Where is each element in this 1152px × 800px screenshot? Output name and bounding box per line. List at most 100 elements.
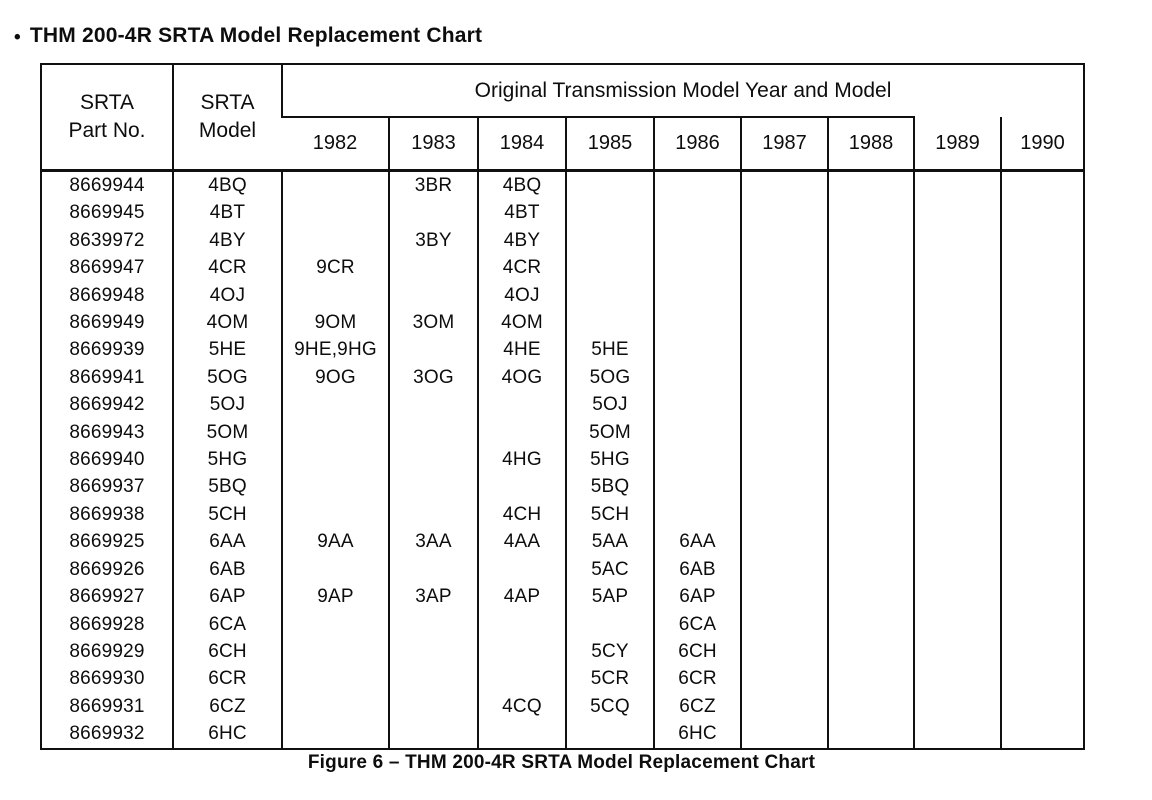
year-cell-1982: 9HE,9HG	[281, 336, 389, 364]
year-cell-1986: 6CH	[653, 637, 741, 666]
table-row: 8669926 6AB 5AC 6AB	[41, 555, 1085, 584]
year-cell-1989	[913, 281, 1001, 310]
year-cell-1988	[827, 500, 914, 529]
part-no-cell: 8669937	[69, 476, 145, 498]
year-header-1987: 1987	[740, 116, 828, 172]
header-row-years: 1982 1983 1984 1985 1986 1987 1988 1989 1990	[41, 116, 1085, 172]
year-cell-1990	[999, 170, 1085, 200]
year-cell-1990	[999, 446, 1085, 474]
year-cell-1987	[740, 281, 828, 310]
year-header-1983: 1983	[388, 116, 478, 172]
col-header-srta-model: SRTA Model	[172, 64, 282, 172]
year-cell-1989	[913, 528, 1001, 556]
year-cell-1989	[913, 226, 1001, 255]
year-cell-1987	[740, 391, 828, 419]
year-cell-1984: 4CQ	[477, 692, 566, 721]
year-cell-1986: 6AP	[653, 583, 741, 611]
year-cell-1988	[827, 583, 914, 611]
year-cell-1986	[653, 500, 741, 529]
year-cell-1983: 3BR	[388, 170, 478, 200]
year-cell-1983	[388, 281, 478, 310]
year-cell-1986: 6CZ	[653, 692, 741, 721]
year-cell-1990	[999, 418, 1085, 447]
year-cell-1983: 3OM	[388, 309, 478, 337]
year-cell-1987	[740, 692, 828, 721]
year-cell-1984: 4BQ	[477, 170, 566, 200]
part-no-cell: 8669944	[69, 175, 145, 196]
table-row: 8669929 6CH 5CY 6CH	[41, 637, 1085, 666]
year-cell-1988	[827, 170, 914, 200]
year-cell-1984: 4OG	[477, 363, 566, 392]
year-cell-1982	[281, 720, 389, 749]
year-cell-1990	[999, 610, 1085, 638]
year-cell-1986: 6AA	[653, 528, 741, 556]
year-cell-1990	[999, 720, 1085, 749]
year-cell-1985: 5HE	[565, 336, 654, 364]
year-cell-1984: 4HE	[477, 336, 566, 364]
year-cell-1988	[827, 665, 914, 693]
part-no-cell: 8669939	[69, 339, 145, 361]
year-cell-1984: 4BT	[477, 199, 566, 227]
table-row: 8669937 5BQ 5BQ	[41, 473, 1085, 501]
year-cell-1985: 5AA	[565, 528, 654, 556]
year-cell-1987	[740, 446, 828, 474]
year-cell-1990	[999, 199, 1085, 227]
part-no-cell: 8669942	[69, 394, 145, 416]
year-cell-1984: 4OM	[477, 309, 566, 337]
year-cell-1982	[281, 473, 389, 501]
year-header-1984: 1984	[477, 116, 566, 172]
year-cell-1989	[913, 720, 1001, 749]
year-cell-1984: 4BY	[477, 226, 566, 255]
year-cell-1982	[281, 692, 389, 721]
year-header-1990: 1990	[999, 117, 1085, 172]
part-no-cell: 8669930	[69, 668, 145, 690]
model-cell: 4OJ	[172, 281, 282, 310]
year-cell-1985: 5OJ	[565, 391, 654, 419]
year-cell-1983: 3AA	[388, 528, 478, 556]
year-cell-1985	[565, 226, 654, 255]
year-cell-1987	[740, 720, 828, 749]
year-cell-1987	[740, 583, 828, 611]
year-cell-1990	[999, 637, 1085, 666]
year-cell-1987	[740, 199, 828, 227]
year-cell-1985: 5CH	[565, 500, 654, 529]
year-cell-1989	[913, 665, 1001, 693]
year-cell-1990	[999, 692, 1085, 721]
model-cell: 5CH	[172, 500, 282, 529]
year-cell-1983	[388, 665, 478, 693]
table-row: 8669948 4OJ 4OJ	[41, 281, 1085, 310]
year-cell-1983: 3OG	[388, 363, 478, 392]
year-cell-1990	[999, 555, 1085, 584]
year-cell-1983	[388, 254, 478, 282]
year-cell-1989	[913, 309, 1001, 337]
year-cell-1985: 5CQ	[565, 692, 654, 721]
year-cell-1982: 9CR	[281, 254, 389, 282]
year-cell-1985	[565, 281, 654, 310]
year-cell-1990	[999, 363, 1085, 392]
table-row: 8669927 6AP 9AP 3AP 4AP 5AP 6AP	[41, 583, 1085, 611]
header-row-top: SRTA Part No. SRTA Model Original Transm…	[41, 64, 1085, 172]
year-cell-1990	[999, 583, 1085, 611]
year-cell-1988	[827, 281, 914, 310]
year-cell-1986	[653, 309, 741, 337]
year-cell-1983	[388, 391, 478, 419]
table-row: 8669949 4OM 9OM 3OM 4OM	[41, 309, 1085, 337]
year-header-1986: 1986	[653, 116, 741, 172]
year-cell-1982	[281, 500, 389, 529]
year-cell-1988	[827, 528, 914, 556]
part-no-cell: 8669932	[69, 723, 145, 745]
year-cell-1986	[653, 226, 741, 255]
year-header-1989: 1989	[913, 117, 1001, 172]
table-row: 8669939 5HE 9HE,9HG 4HE 5HE	[41, 336, 1085, 364]
year-cell-1984: 4CR	[477, 254, 566, 282]
table-container: SRTA Part No. SRTA Model Original Transm…	[40, 63, 1086, 750]
year-cell-1983: 3BY	[388, 226, 478, 255]
model-cell: 6CH	[172, 637, 282, 666]
year-cell-1983	[388, 500, 478, 529]
year-cell-1988	[827, 336, 914, 364]
year-cell-1983: 3AP	[388, 583, 478, 611]
part-no-cell: 8669940	[69, 449, 145, 471]
model-cell: 5OJ	[172, 391, 282, 419]
year-cell-1986: 6HC	[653, 720, 741, 749]
year-header-1988: 1988	[827, 116, 914, 172]
